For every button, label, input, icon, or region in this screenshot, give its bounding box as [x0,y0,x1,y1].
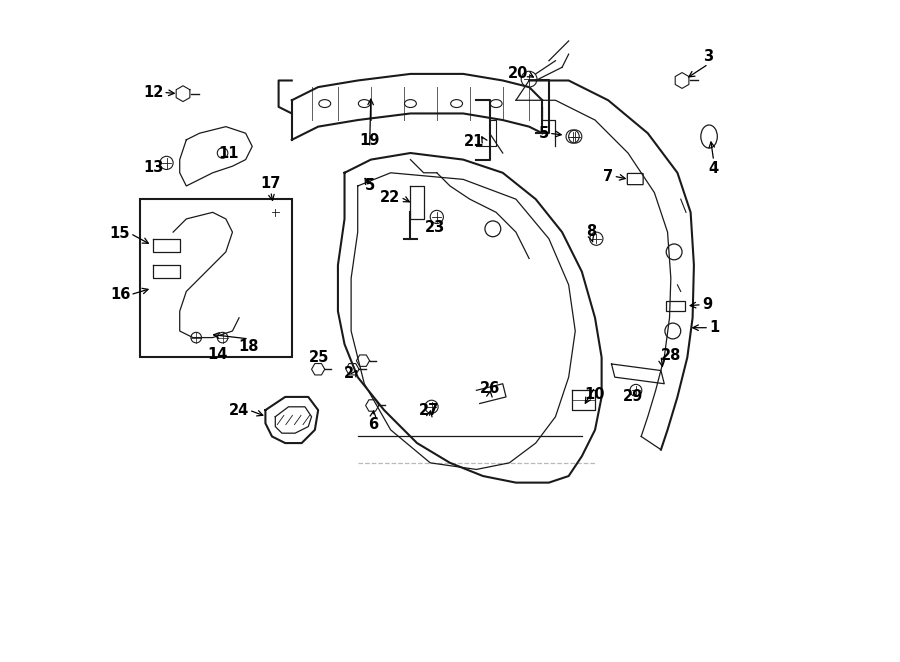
Text: 4: 4 [708,161,719,176]
Text: 25: 25 [310,350,329,365]
Text: 26: 26 [480,381,500,396]
Text: 8: 8 [587,224,597,239]
Text: 2: 2 [345,366,355,381]
Text: 19: 19 [359,133,380,148]
Text: 16: 16 [110,287,130,303]
Text: 5: 5 [538,126,549,141]
Text: 29: 29 [623,389,644,404]
Text: 20: 20 [508,66,527,81]
Text: 14: 14 [208,348,228,363]
Text: 23: 23 [426,220,446,235]
Text: 7: 7 [603,169,614,183]
Text: 15: 15 [110,226,130,241]
Text: 24: 24 [229,402,249,418]
Text: 11: 11 [218,146,238,160]
Text: 6: 6 [368,416,378,432]
FancyBboxPatch shape [627,173,644,185]
Text: 22: 22 [381,190,400,205]
Text: 12: 12 [143,85,163,100]
Text: 1: 1 [709,320,719,335]
Text: 28: 28 [661,348,681,363]
Text: 18: 18 [238,339,259,354]
Text: 3: 3 [704,49,714,64]
Text: 17: 17 [260,176,281,191]
Text: 13: 13 [143,160,163,175]
Text: 27: 27 [418,403,439,418]
Text: 10: 10 [585,387,606,402]
Text: 9: 9 [702,297,712,312]
FancyBboxPatch shape [666,301,685,311]
Text: 5: 5 [364,179,374,193]
Text: 21: 21 [464,134,484,149]
FancyBboxPatch shape [140,199,292,357]
